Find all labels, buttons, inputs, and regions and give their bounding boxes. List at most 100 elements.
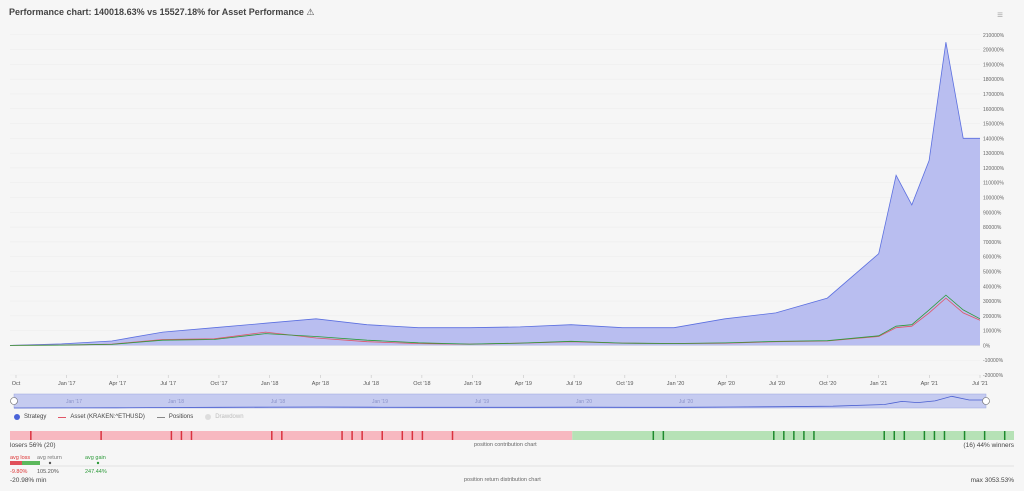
navigator-tick-label: Jan '19	[372, 399, 388, 405]
loss-position-mark	[271, 431, 273, 440]
navigator-tick-label: Jan '17	[66, 399, 82, 405]
win-position-mark	[933, 431, 936, 440]
strategy-line	[9, 42, 980, 346]
y-tick-label: -20000%	[983, 373, 1004, 379]
win-position-mark	[983, 431, 986, 440]
legend-drawdown-label: Drawdown	[215, 414, 244, 420]
win-position-mark	[943, 431, 946, 440]
win-position-mark	[652, 431, 655, 440]
win-position-mark	[903, 431, 906, 440]
win-position-mark	[813, 431, 815, 440]
y-tick-label: 20000%	[983, 314, 1002, 320]
loss-position-mark	[421, 431, 424, 440]
win-position-mark	[803, 431, 805, 440]
legend-asset[interactable]: Asset (KRAKEN:^ETHUSD)	[58, 414, 145, 420]
avg-return-value: 105.20%	[37, 469, 59, 475]
gain-distribution-segment	[22, 461, 40, 465]
avg-loss-value: -9.80%	[10, 469, 28, 475]
x-tick-label: Jan '19	[464, 381, 482, 387]
y-tick-label: 30000%	[983, 299, 1002, 305]
avg-loss-label: avg loss	[10, 455, 31, 461]
loss-distribution-segment	[10, 461, 22, 465]
x-tick-label: Jul '17	[160, 381, 176, 387]
y-tick-label: 10000%	[983, 329, 1002, 335]
winners-label: (16) 44% winners	[963, 442, 1014, 449]
y-tick-label: 200000%	[983, 48, 1005, 54]
navigator-tick-label: Jul '20	[679, 399, 694, 405]
legend-drawdown[interactable]: Drawdown	[205, 414, 244, 420]
y-tick-label: 90000%	[983, 210, 1002, 216]
y-tick-label: 80000%	[983, 225, 1002, 231]
y-tick-label: 170000%	[983, 92, 1005, 98]
avg-return-marker	[48, 461, 52, 465]
x-tick-label: Oct '20	[819, 381, 836, 387]
loss-position-mark	[190, 431, 193, 440]
avg-gain-label: avg gain	[85, 455, 106, 461]
navigator-tick-label: Jan '20	[576, 399, 592, 405]
x-tick-label: Jul '18	[363, 381, 379, 387]
x-tick-label: Jul '20	[769, 381, 785, 387]
navigator-tick-label: Jul '19	[475, 399, 490, 405]
x-tick-label: Apr '20	[718, 381, 735, 387]
losers-label: losers 56% (20)	[10, 442, 56, 449]
loss-position-mark	[341, 431, 343, 440]
loss-position-mark	[180, 431, 183, 440]
max-label: max 3053.53%	[970, 477, 1014, 484]
loss-position-mark	[411, 431, 414, 440]
chart-title: Performance chart: 140018.63% vs 15527.1…	[9, 7, 314, 18]
chart-title-text: Performance chart: 140018.63% vs 15527.1…	[9, 7, 304, 17]
x-tick-label: Jan '21	[870, 381, 888, 387]
positions-line-icon	[156, 416, 165, 418]
x-tick-label: Jan '17	[58, 381, 76, 387]
loss-position-mark	[381, 431, 383, 440]
avg-gain-marker	[96, 461, 100, 465]
y-tick-label: 50000%	[983, 269, 1002, 275]
win-position-mark	[963, 431, 966, 440]
strategy-area	[10, 42, 980, 346]
legend-positions[interactable]: Positions	[156, 414, 194, 420]
legend-strategy[interactable]: Strategy	[14, 414, 46, 420]
chart-legend: Strategy Asset (KRAKEN:^ETHUSD) Position…	[14, 414, 244, 420]
y-tick-label: 0%	[983, 343, 991, 349]
legend-strategy-label: Strategy	[24, 414, 47, 420]
navigator-tick-label: Jul '18	[271, 399, 286, 405]
min-label: -20.98% min	[10, 477, 47, 484]
y-tick-label: 210000%	[983, 33, 1005, 39]
win-position-mark	[1003, 431, 1006, 440]
asset-line-icon	[58, 416, 67, 418]
y-tick-label: 60000%	[983, 255, 1002, 261]
losers-bar	[10, 431, 573, 440]
x-tick-label: Oct '18	[413, 381, 430, 387]
strategy-dot-icon	[14, 414, 20, 420]
x-tick-label: Apr '19	[515, 381, 532, 387]
navigator-left-handle	[10, 397, 18, 405]
contribution-label: position contribution chart	[474, 442, 537, 448]
win-position-mark	[883, 431, 885, 440]
win-position-mark	[893, 431, 896, 440]
y-tick-label: 100000%	[983, 196, 1005, 202]
y-tick-label: 70000%	[983, 240, 1002, 246]
x-tick-label: Apr '18	[312, 381, 329, 387]
x-tick-label: Jan '20	[667, 381, 685, 387]
navigator-right-handle	[982, 397, 990, 405]
win-position-mark	[773, 431, 775, 440]
x-tick-label: Jan '18	[261, 381, 279, 387]
win-position-mark	[662, 431, 665, 440]
y-tick-label: 40000%	[983, 284, 1002, 290]
loss-position-mark	[351, 431, 353, 440]
y-tick-label: 140000%	[983, 136, 1005, 142]
loss-position-mark	[30, 431, 32, 440]
y-tick-label: 110000%	[983, 181, 1004, 187]
x-tick-label: Apr '21	[921, 381, 938, 387]
x-tick-label: Jul '19	[566, 381, 582, 387]
legend-positions-label: Positions	[168, 414, 194, 420]
warning-icon: ⚠	[306, 7, 315, 17]
y-tick-label: 120000%	[983, 166, 1005, 172]
menu-icon[interactable]: ≡	[997, 10, 1004, 21]
loss-position-mark	[100, 431, 102, 440]
navigator-tick-label: Jan '18	[168, 399, 184, 405]
x-tick-label: Oct	[12, 381, 21, 387]
avg-return-label: avg return	[37, 455, 62, 461]
y-tick-label: 150000%	[983, 122, 1005, 128]
